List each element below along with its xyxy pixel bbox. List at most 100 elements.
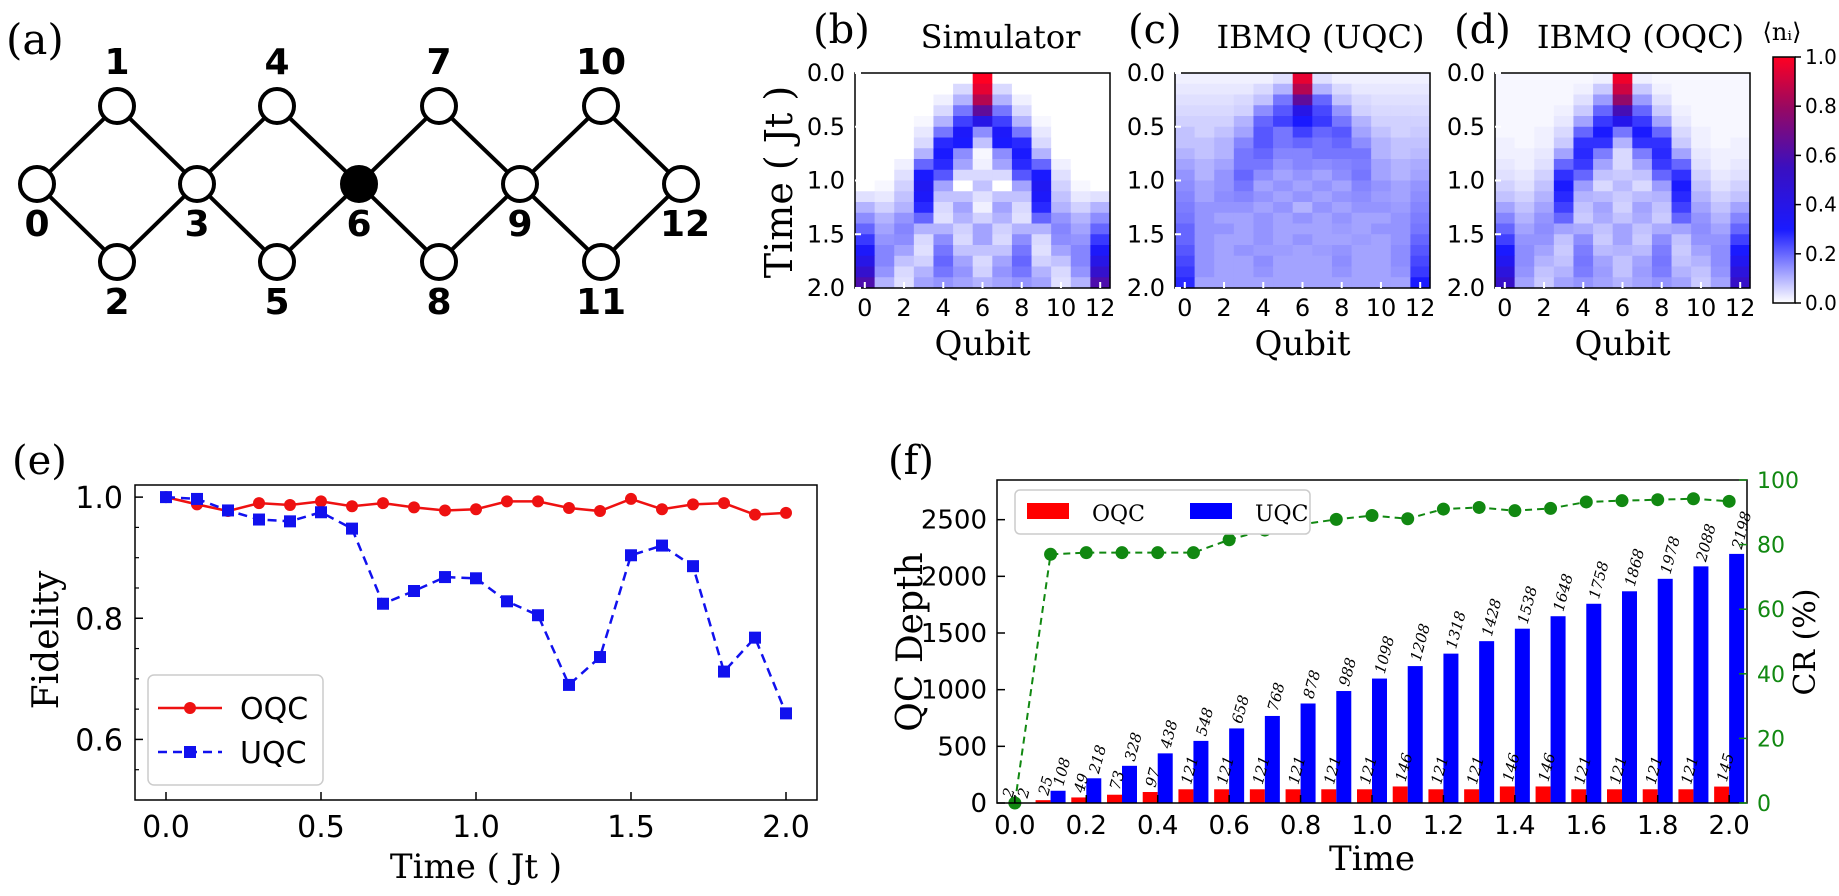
heatmap-cell: [1390, 202, 1411, 214]
heatmap-cell: [1371, 180, 1392, 192]
heatmap-cell: [1410, 223, 1431, 235]
heatmap-cell: [1292, 202, 1313, 214]
heatmap-cell: [1671, 212, 1692, 225]
data-point-oqc: [284, 498, 296, 511]
heatmap-cell: [913, 159, 935, 171]
heatmap-cell: [1514, 191, 1535, 203]
heatmap-xtick-label: 10: [1686, 294, 1717, 322]
heatmap-cell: [1051, 245, 1072, 257]
heatmap-cell: [1390, 83, 1411, 96]
heatmap-cell: [1573, 159, 1594, 171]
heatmap-cell: [855, 266, 876, 278]
heatmap-cell: [1612, 266, 1633, 278]
depth-y2tick-label: 0: [1757, 792, 1771, 817]
heatmap-cell: [855, 148, 876, 160]
heatmap-cell: [894, 255, 915, 268]
heatmap-cell: [1233, 105, 1255, 117]
heatmap-cell: [1410, 94, 1431, 106]
panel-label-f: (f): [888, 438, 934, 484]
bar-label-uqc: 1098: [1371, 634, 1398, 676]
bar-uqc: [1479, 641, 1495, 803]
heatmap-cell: [1331, 266, 1353, 278]
heatmap-cell: [1691, 191, 1712, 203]
heatmap-cell: [992, 245, 1013, 257]
heatmap-cell: [1612, 94, 1633, 106]
heatmap-cell: [1312, 245, 1333, 257]
cr-point: [1365, 509, 1379, 523]
heatmap-cell: [1573, 245, 1594, 257]
heatmap-cell: [1233, 73, 1255, 85]
heatmap-cell: [1233, 116, 1255, 128]
heatmap-cell: [1292, 159, 1313, 171]
heatmap-cell: [1292, 169, 1313, 182]
heatmap-cell: [972, 116, 993, 128]
heatmap-cell: [1292, 137, 1313, 149]
heatmap-cell: [1534, 159, 1555, 171]
heatmap-cell: [1070, 266, 1091, 278]
heatmap-cell: [1632, 105, 1653, 117]
data-point-uqc: [284, 515, 296, 528]
heatmap-cell: [1090, 83, 1111, 96]
heatmap-cell: [1175, 234, 1196, 246]
heatmap-cell: [1573, 234, 1594, 246]
lattice-node: [582, 243, 620, 281]
heatmap-cell: [1612, 255, 1633, 268]
heatmap-cell: [1051, 266, 1072, 278]
bar-uqc: [1300, 703, 1316, 803]
data-point-oqc: [532, 495, 544, 508]
heatmap-cell: [1632, 202, 1653, 214]
heatmap-cell: [1175, 266, 1196, 278]
heatmap-cell: [953, 137, 974, 149]
depth-ytick-label: 2500: [921, 506, 987, 536]
heatmap-cell: [1410, 266, 1431, 278]
heatmap-cell: [1632, 83, 1653, 96]
heatmap-cell: [953, 180, 974, 192]
heatmap-cell: [933, 245, 954, 257]
heatmap-cell: [874, 245, 895, 257]
heatmap-xtick-label: 2: [896, 294, 911, 322]
heatmap-cell: [1593, 73, 1614, 85]
heatmap-cell: [894, 266, 915, 278]
heatmap-cell: [1514, 148, 1535, 160]
heatmap-ytick-label: 2.0: [1127, 274, 1165, 302]
heatmap-cell: [1573, 212, 1594, 225]
heatmap-cell: [1691, 73, 1712, 85]
heatmap-cell: [933, 191, 954, 203]
heatmap-cell: [992, 180, 1013, 192]
heatmap-cell: [1312, 234, 1333, 246]
heatmap-cell: [1371, 245, 1392, 257]
heatmap-cell: [1710, 180, 1731, 192]
heatmap-cell: [1730, 94, 1751, 106]
heatmap-cell: [1730, 116, 1751, 128]
heatmap-cell: [1410, 105, 1431, 117]
heatmap-cell: [1553, 137, 1575, 149]
heatmap-cell: [933, 159, 954, 171]
heatmap-cell: [1573, 137, 1594, 149]
bar-label-uqc: 1758: [1585, 559, 1612, 601]
heatmap-cell: [1593, 202, 1614, 214]
heatmap-xtick-label: 8: [1654, 294, 1669, 322]
cr-point: [1508, 504, 1522, 518]
heatmap-cell: [1253, 169, 1274, 182]
heatmap-cell: [855, 180, 876, 192]
heatmap-cell: [913, 94, 935, 106]
heatmap-cell: [992, 159, 1013, 171]
heatmap-cell: [1730, 169, 1751, 182]
heatmap-cell: [1194, 116, 1215, 128]
heatmap-cell: [1534, 266, 1555, 278]
data-point-oqc: [749, 508, 761, 521]
heatmap-xtick-label: 6: [975, 294, 990, 322]
heatmap-cell: [992, 255, 1013, 268]
heatmap-cell: [1253, 202, 1274, 214]
heatmap-cell: [1070, 212, 1091, 225]
heatmap-cell: [1070, 148, 1091, 160]
heatmap-cell: [1331, 137, 1353, 149]
heatmap-cell: [1534, 116, 1555, 128]
heatmap-cell: [953, 266, 974, 278]
heatmap-cell: [933, 169, 954, 182]
data-point-uqc: [625, 549, 637, 562]
heatmap-cell: [1351, 73, 1372, 85]
heatmap-cell: [972, 234, 993, 246]
heatmap-cell: [1070, 191, 1091, 203]
fidelity-ylabel: Fidelity: [26, 570, 67, 709]
